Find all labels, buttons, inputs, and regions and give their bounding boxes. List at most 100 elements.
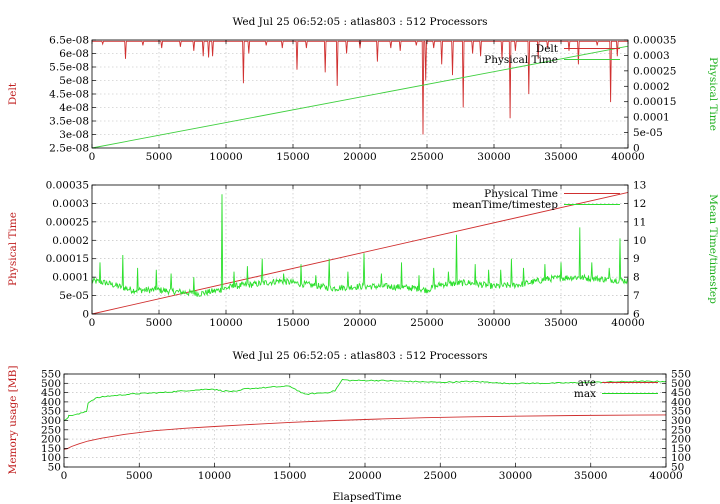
y-tick-label-left: 5e-08 bbox=[59, 75, 89, 87]
physical-time-panel: 0 5000 10000 15000 20000 25000 30000 35000 40000… bbox=[7, 180, 719, 330]
y-tick-label-right: 0.00015 bbox=[633, 96, 676, 108]
y-tick-label-left: 200 bbox=[41, 434, 61, 446]
legend-label-physical-time: Physical Time bbox=[484, 188, 558, 200]
x-tick-label: 35000 bbox=[544, 151, 577, 163]
y-tick-label-right: 9 bbox=[633, 253, 640, 265]
panel-3-title: Wed Jul 25 06:52:05 : atlas803 : 512 Pro… bbox=[232, 350, 487, 362]
x-tick-label: 10000 bbox=[198, 470, 231, 482]
y-tick-label-left: 6.5e-08 bbox=[49, 35, 89, 47]
y-tick-label-left: 4.5e-08 bbox=[49, 89, 89, 101]
y-tick-label-right: 0.0002 bbox=[633, 81, 670, 93]
x-tick-label: 40000 bbox=[611, 151, 644, 163]
y-tick-label-right: 11 bbox=[633, 216, 646, 228]
y-tick-label-right: 100 bbox=[671, 452, 691, 464]
y-tick-label-right: 150 bbox=[671, 443, 691, 455]
panel-2-right-axis-label: Mean Time/timestep bbox=[707, 194, 719, 304]
y-tick-label-left: 0 bbox=[82, 309, 89, 321]
y-tick-label-left: 550 bbox=[41, 369, 61, 381]
y-tick-label-right: 13 bbox=[633, 180, 646, 192]
y-tick-label-left: 450 bbox=[41, 387, 61, 399]
y-tick-label-right: 350 bbox=[671, 406, 691, 418]
y-tick-label-right: 8 bbox=[633, 272, 640, 284]
x-tick-label: 30000 bbox=[477, 317, 510, 329]
x-tick-label: 0 bbox=[89, 317, 96, 329]
y-tick-label-left: 5e-05 bbox=[59, 290, 89, 302]
delt-panel: Wed Jul 25 06:52:05 : atlas803 : 512 Pro… bbox=[7, 16, 719, 163]
x-tick-label: 20000 bbox=[348, 470, 381, 482]
y-tick-label-left: 250 bbox=[41, 424, 61, 436]
y-tick-label-right: 250 bbox=[671, 424, 691, 436]
series-line-ave bbox=[63, 414, 667, 450]
y-tick-label-left: 50 bbox=[48, 462, 61, 474]
x-tick-label: 25000 bbox=[410, 151, 443, 163]
x-tick-label: 40000 bbox=[649, 470, 682, 482]
x-tick-label: 15000 bbox=[276, 317, 309, 329]
y-tick-label-right: 50 bbox=[671, 462, 684, 474]
x-tick-label: 10000 bbox=[209, 317, 242, 329]
x-tick-label: 0 bbox=[89, 151, 96, 163]
panel-1-left-axis-label: Delt bbox=[7, 82, 19, 105]
y-tick-label-left: 3e-08 bbox=[59, 129, 89, 141]
y-tick-label-right: 400 bbox=[671, 396, 691, 408]
y-tick-label-left: 150 bbox=[41, 443, 61, 455]
panel-3-x-axis-label: ElapsedTime bbox=[333, 491, 402, 503]
y-tick-label-right: 200 bbox=[671, 434, 691, 446]
y-tick-label-right: 0 bbox=[633, 143, 640, 155]
x-tick-label: 20000 bbox=[343, 317, 376, 329]
x-tick-label: 0 bbox=[61, 470, 68, 482]
x-tick-label: 15000 bbox=[273, 470, 306, 482]
y-tick-label-left: 500 bbox=[41, 378, 61, 390]
y-tick-label-left: 0.0002 bbox=[52, 235, 89, 247]
y-tick-label-right: 450 bbox=[671, 387, 691, 399]
legend-label-physical-time: Physical Time bbox=[484, 54, 558, 66]
y-tick-label-right: 550 bbox=[671, 369, 691, 381]
x-tick-label: 25000 bbox=[424, 470, 457, 482]
y-tick-label-right: 0.00035 bbox=[633, 35, 676, 47]
y-tick-label-left: 0.00015 bbox=[46, 253, 89, 265]
y-tick-label-left: 300 bbox=[41, 415, 61, 427]
y-tick-label-left: 350 bbox=[41, 406, 61, 418]
y-tick-label-right: 5e-05 bbox=[633, 127, 663, 139]
y-tick-label-left: 2.5e-08 bbox=[49, 143, 89, 155]
y-tick-label-left: 100 bbox=[41, 452, 61, 464]
y-tick-label-left: 4e-08 bbox=[59, 102, 89, 114]
y-tick-label-left: 5.5e-08 bbox=[49, 62, 89, 74]
x-tick-label: 40000 bbox=[611, 317, 644, 329]
y-tick-label-left: 3.5e-08 bbox=[49, 116, 89, 128]
series-line-meantime-timestep bbox=[91, 194, 629, 297]
y-tick-label-left: 0.0001 bbox=[52, 272, 89, 284]
panel-2-left-axis-label: Physical Time bbox=[7, 212, 19, 286]
legend-label-ave: ave bbox=[578, 377, 596, 389]
series-line-delt bbox=[92, 40, 628, 135]
legend-label-max: max bbox=[574, 388, 596, 400]
y-tick-label-right: 500 bbox=[671, 378, 691, 390]
y-tick-label-right: 7 bbox=[633, 290, 640, 302]
y-tick-label-left: 0.00025 bbox=[46, 216, 89, 228]
x-tick-label: 25000 bbox=[410, 317, 443, 329]
y-tick-label-right: 12 bbox=[633, 198, 646, 210]
y-tick-label-right: 300 bbox=[671, 415, 691, 427]
series-line-physical-time bbox=[91, 45, 629, 149]
x-tick-label: 30000 bbox=[499, 470, 532, 482]
y-tick-label-left: 6e-08 bbox=[59, 48, 89, 60]
panel-3-left-axis-label: Memory usage [MB] bbox=[7, 366, 19, 475]
legend-label-meantime-timestep: meanTime/timestep bbox=[452, 199, 558, 211]
y-tick-label-left: 0.0003 bbox=[52, 198, 89, 210]
y-tick-label-right: 0.00025 bbox=[633, 65, 676, 77]
y-tick-label-right: 0.0003 bbox=[633, 50, 670, 62]
x-tick-label: 10000 bbox=[209, 151, 242, 163]
memory-panel: Wed Jul 25 06:52:05 : atlas803 : 512 Pro… bbox=[7, 350, 691, 503]
x-tick-label: 20000 bbox=[343, 151, 376, 163]
x-tick-label: 35000 bbox=[574, 470, 607, 482]
x-tick-label: 15000 bbox=[276, 151, 309, 163]
x-tick-label: 5000 bbox=[146, 317, 173, 329]
y-tick-label-left: 0.00035 bbox=[46, 180, 89, 192]
x-tick-label: 30000 bbox=[477, 151, 510, 163]
panel-1-right-axis-label: Physical Time bbox=[707, 57, 719, 131]
y-tick-label-left: 400 bbox=[41, 396, 61, 408]
x-tick-label: 35000 bbox=[544, 317, 577, 329]
x-tick-label: 5000 bbox=[126, 470, 153, 482]
x-tick-label: 5000 bbox=[146, 151, 173, 163]
y-tick-label-right: 10 bbox=[633, 235, 646, 247]
